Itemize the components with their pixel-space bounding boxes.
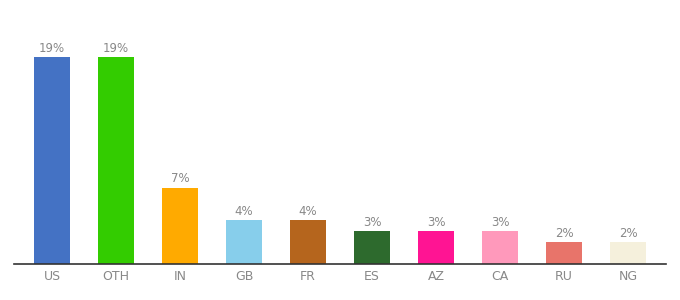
Text: 4%: 4% (235, 205, 254, 218)
Text: 4%: 4% (299, 205, 318, 218)
Bar (290, 220, 326, 264)
Bar (163, 188, 198, 264)
Text: 3%: 3% (491, 216, 509, 229)
Bar (354, 231, 390, 264)
Text: 19%: 19% (103, 41, 129, 55)
Bar (35, 57, 69, 264)
Bar (482, 231, 517, 264)
Text: 7%: 7% (171, 172, 189, 185)
Bar (547, 242, 581, 264)
Text: 3%: 3% (362, 216, 381, 229)
Bar (418, 231, 454, 264)
Text: 2%: 2% (555, 227, 573, 240)
Bar (611, 242, 645, 264)
Text: 3%: 3% (427, 216, 445, 229)
Bar (226, 220, 262, 264)
Text: 19%: 19% (39, 41, 65, 55)
Bar (99, 57, 133, 264)
Text: 2%: 2% (619, 227, 637, 240)
